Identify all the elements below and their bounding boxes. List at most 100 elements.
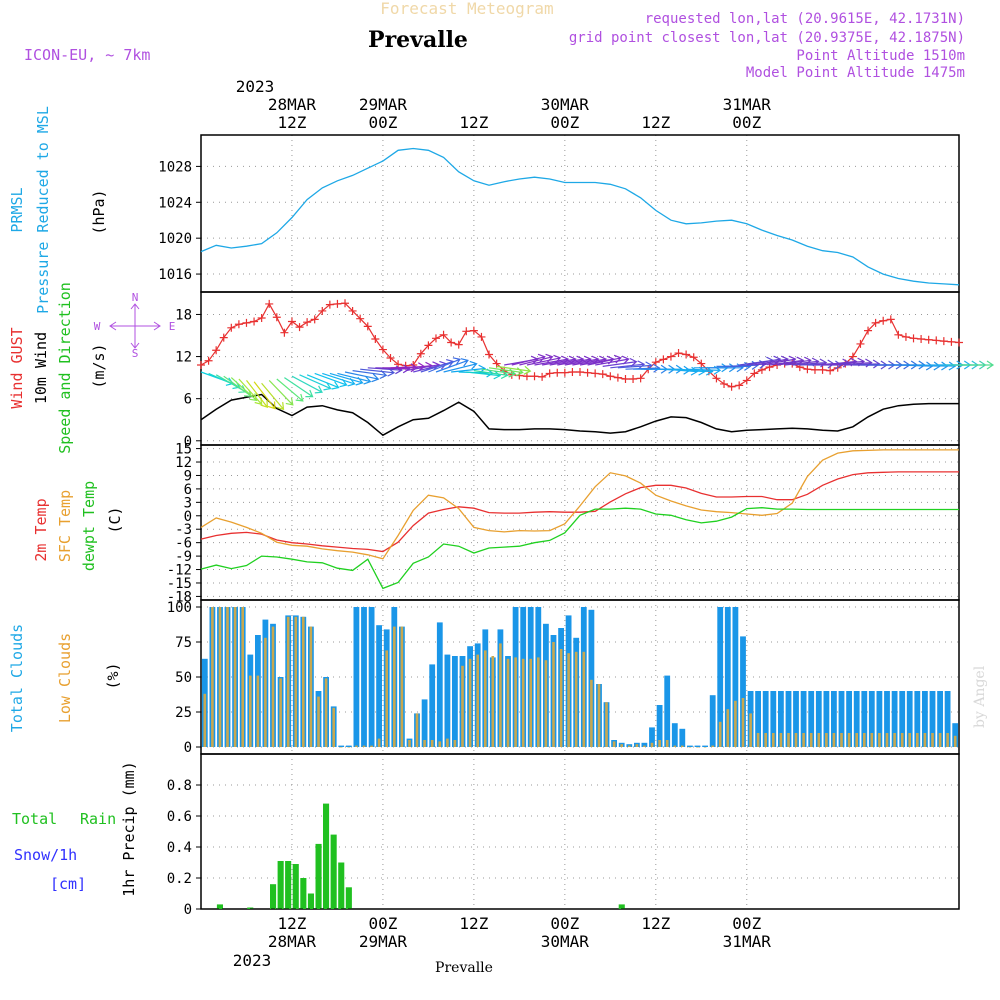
low-cloud-bar bbox=[393, 626, 396, 747]
total-cloud-bar bbox=[429, 664, 436, 747]
low-cloud-bar bbox=[415, 713, 419, 747]
label-gust: Wind GUST bbox=[8, 327, 26, 408]
total-cloud-bar bbox=[436, 622, 443, 747]
top-hour-label: 00Z bbox=[550, 113, 579, 132]
total-cloud-bar bbox=[421, 699, 428, 747]
gust-marker bbox=[924, 335, 933, 344]
total-cloud-bar bbox=[815, 691, 822, 747]
temperature-ytick-label: -3 bbox=[175, 522, 192, 538]
total-cloud-bar bbox=[671, 723, 678, 747]
wind-arrow bbox=[496, 365, 532, 375]
low-cloud-bar bbox=[400, 626, 404, 747]
gust-marker bbox=[629, 375, 638, 384]
rain-bar bbox=[270, 884, 277, 909]
bottom-date-label: 31MAR bbox=[723, 932, 772, 951]
top-date-label: 31MAR bbox=[723, 95, 772, 114]
low-cloud-bar bbox=[582, 651, 586, 747]
low-cloud-bar bbox=[468, 658, 472, 747]
wind-arrow bbox=[405, 361, 441, 372]
gust-marker bbox=[447, 338, 456, 347]
temperature-ytick-label: -6 bbox=[175, 536, 192, 552]
precip-ytick-label: 0.4 bbox=[167, 840, 192, 856]
low-cloud-bar bbox=[870, 733, 874, 747]
wind-arrow bbox=[253, 381, 276, 410]
low-cloud-bar bbox=[233, 607, 237, 747]
gust-marker bbox=[378, 345, 387, 354]
gust-marker bbox=[583, 368, 592, 377]
gust-marker bbox=[909, 334, 918, 343]
gust-marker bbox=[197, 360, 205, 369]
label-cm: [cm] bbox=[50, 875, 86, 893]
bottom-hour-label: 12Z bbox=[641, 914, 670, 933]
low-cloud-bar bbox=[218, 607, 222, 747]
low-cloud-bar bbox=[696, 747, 699, 748]
grid-coords: grid point closest lon,lat (20.9375E, 42… bbox=[569, 30, 965, 46]
total-cloud-bar bbox=[687, 745, 693, 747]
wind-arrow bbox=[466, 370, 502, 380]
precip-ytick-label: 0.8 bbox=[167, 778, 192, 794]
top-hour-label: 00Z bbox=[732, 113, 761, 132]
total-cloud-bar bbox=[876, 691, 883, 747]
temperature-ytick-label: 15 bbox=[175, 442, 192, 458]
bottom-date-label: 29MAR bbox=[359, 932, 408, 951]
temperature-ytick-label: 9 bbox=[184, 468, 192, 484]
total-cloud-bar bbox=[588, 609, 595, 747]
gust-marker bbox=[522, 372, 531, 381]
low-cloud-bar bbox=[938, 733, 942, 747]
low-cloud-bar bbox=[809, 733, 813, 747]
wind-arrow bbox=[261, 382, 285, 411]
point-altitude: Point Altitude 1510m bbox=[796, 48, 965, 64]
rain-bar bbox=[315, 843, 322, 909]
wind-arrow bbox=[284, 377, 314, 398]
total-cloud-bar bbox=[368, 607, 375, 747]
label-10m-wind: 10m Wind bbox=[32, 332, 50, 404]
gust-marker bbox=[371, 335, 380, 344]
wind-arrow bbox=[344, 371, 380, 383]
low-cloud-bar bbox=[756, 733, 760, 747]
total-cloud-bar bbox=[353, 607, 360, 747]
total-cloud-bar bbox=[831, 691, 837, 747]
total-cloud-bar bbox=[641, 742, 648, 747]
label-low-clouds: Low Clouds bbox=[56, 633, 74, 723]
low-cloud-bar bbox=[741, 698, 745, 747]
gust-marker bbox=[636, 374, 645, 383]
low-cloud-bar bbox=[241, 607, 244, 747]
gust-marker bbox=[568, 368, 577, 377]
label-prmsl: PRMSL bbox=[8, 187, 26, 232]
total-cloud-bar bbox=[808, 691, 815, 747]
label-2m-temp: 2m Temp bbox=[32, 498, 50, 561]
low-cloud-bar bbox=[749, 713, 752, 747]
total-cloud-bar bbox=[740, 636, 746, 747]
low-cloud-bar bbox=[855, 733, 858, 747]
model-altitude: Model Point Altitude 1475m bbox=[746, 65, 965, 81]
low-cloud-bar bbox=[878, 733, 881, 747]
clouds-ytick-label: 50 bbox=[175, 670, 192, 686]
low-cloud-bar bbox=[339, 747, 343, 748]
gust-marker bbox=[682, 350, 691, 359]
low-cloud-bar bbox=[726, 709, 730, 747]
t2m-line bbox=[200, 471, 959, 553]
gust-marker bbox=[257, 313, 266, 322]
low-cloud-bar bbox=[362, 745, 366, 747]
wind-arrow bbox=[246, 380, 269, 409]
prmsl-frame bbox=[200, 134, 960, 293]
low-cloud-bar bbox=[779, 733, 783, 747]
gust-marker bbox=[864, 326, 873, 335]
gust-marker bbox=[932, 336, 941, 345]
label-c: (C) bbox=[106, 506, 124, 533]
gust-marker bbox=[310, 315, 319, 324]
top-date-label: 29MAR bbox=[359, 95, 408, 114]
label-prmsl-long: Pressure Reduced to MSL bbox=[34, 106, 52, 314]
low-cloud-bar bbox=[476, 654, 479, 747]
label-dewpt: dewpt Temp bbox=[80, 481, 98, 571]
gust-marker bbox=[674, 349, 683, 358]
gust-marker bbox=[454, 340, 463, 349]
low-cloud-bar bbox=[249, 675, 252, 747]
wind-ytick-label: 18 bbox=[175, 307, 192, 323]
wind-ytick-label: 6 bbox=[184, 392, 192, 408]
total-cloud-bar bbox=[793, 691, 799, 747]
gust-marker bbox=[333, 299, 342, 308]
low-cloud-bar bbox=[484, 650, 487, 747]
low-cloud-bar bbox=[931, 733, 934, 747]
